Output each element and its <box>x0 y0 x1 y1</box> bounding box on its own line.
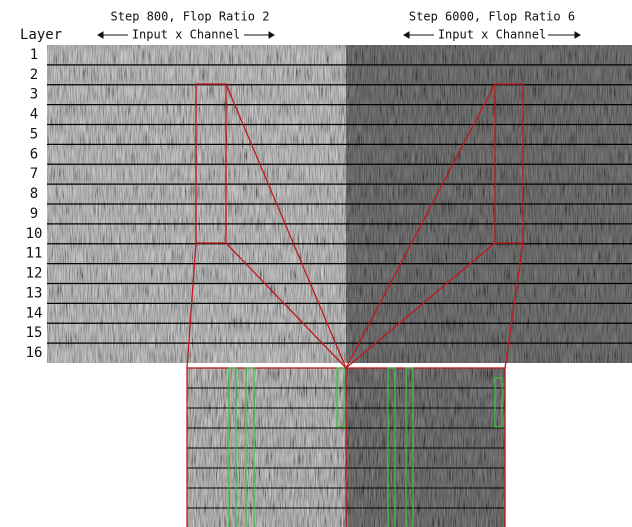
layer-label: 1 <box>30 47 38 63</box>
panel-title: Step 800, Flop Ratio 2 <box>111 10 270 24</box>
layer-label: 10 <box>26 226 43 242</box>
layer-label: 3 <box>30 87 38 103</box>
layer-label: 8 <box>30 186 38 202</box>
layer-label: 9 <box>30 206 38 222</box>
layer-label: 13 <box>26 285 43 301</box>
layer-label: 7 <box>30 166 38 182</box>
layer-label: 2 <box>30 67 38 83</box>
heatmaps <box>47 45 632 527</box>
layer-label: 6 <box>30 146 38 162</box>
layer-label: 14 <box>26 305 43 321</box>
panel-axis-label: Input x Channel <box>438 28 546 42</box>
figure: Layer Step 800, Flop Ratio 2 Input x Cha… <box>0 0 632 527</box>
layer-label: 15 <box>26 325 43 341</box>
y-axis-label: Layer <box>20 27 62 43</box>
panel-title: Step 6000, Flop Ratio 6 <box>409 10 575 24</box>
layer-label: 11 <box>26 246 43 262</box>
layer-label: 5 <box>30 126 38 142</box>
panel-axis-label: Input x Channel <box>132 28 240 42</box>
layer-label: 12 <box>26 266 43 282</box>
layer-label: 16 <box>26 345 43 361</box>
layer-label: 4 <box>30 107 38 123</box>
